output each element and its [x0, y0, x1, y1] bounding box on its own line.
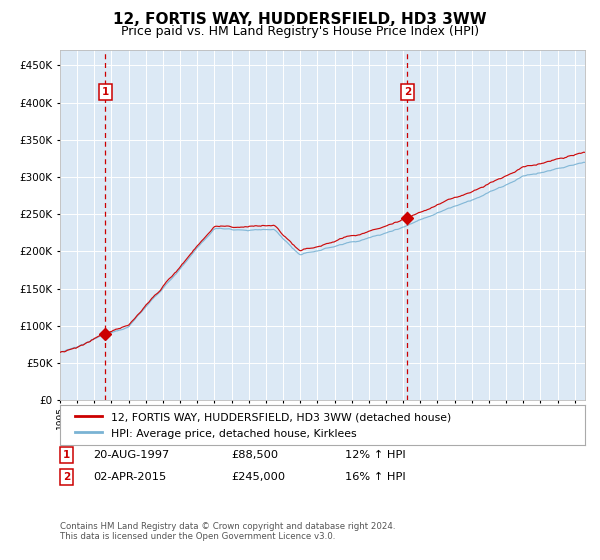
- Text: 16% ↑ HPI: 16% ↑ HPI: [345, 472, 406, 482]
- Text: 12% ↑ HPI: 12% ↑ HPI: [345, 450, 406, 460]
- Text: 1: 1: [63, 450, 70, 460]
- Text: Price paid vs. HM Land Registry's House Price Index (HPI): Price paid vs. HM Land Registry's House …: [121, 25, 479, 38]
- Text: This data is licensed under the Open Government Licence v3.0.: This data is licensed under the Open Gov…: [60, 532, 335, 541]
- Text: 02-APR-2015: 02-APR-2015: [93, 472, 166, 482]
- Text: £245,000: £245,000: [231, 472, 285, 482]
- Text: 20-AUG-1997: 20-AUG-1997: [93, 450, 169, 460]
- Text: £88,500: £88,500: [231, 450, 278, 460]
- Text: Contains HM Land Registry data © Crown copyright and database right 2024.: Contains HM Land Registry data © Crown c…: [60, 522, 395, 531]
- Legend: 12, FORTIS WAY, HUDDERSFIELD, HD3 3WW (detached house), HPI: Average price, deta: 12, FORTIS WAY, HUDDERSFIELD, HD3 3WW (d…: [71, 407, 455, 443]
- Text: 2: 2: [63, 472, 70, 482]
- Text: 12, FORTIS WAY, HUDDERSFIELD, HD3 3WW: 12, FORTIS WAY, HUDDERSFIELD, HD3 3WW: [113, 12, 487, 27]
- Text: 1: 1: [101, 87, 109, 97]
- Text: 2: 2: [404, 87, 411, 97]
